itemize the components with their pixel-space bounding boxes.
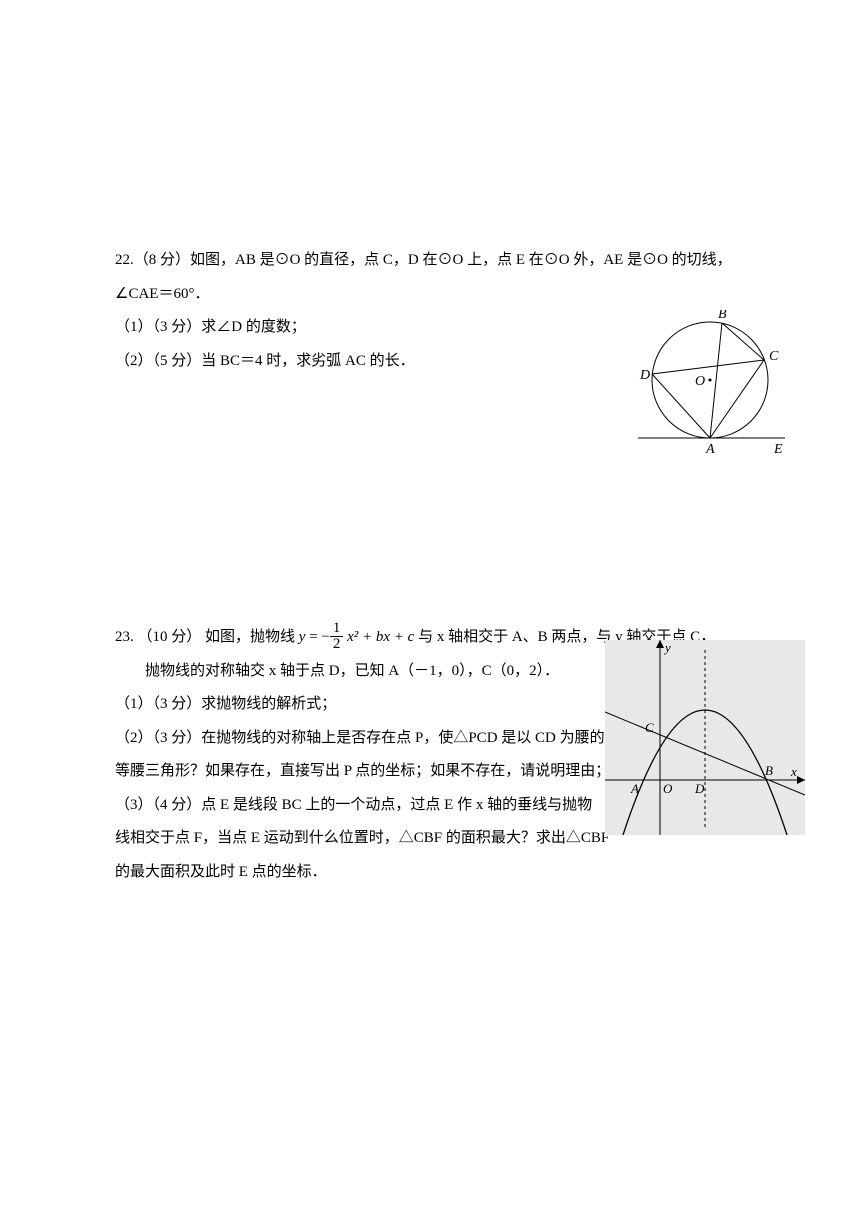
problem-23: 23. （10 分） 如图，抛物线 y = −12 x² + bx + c 与 … bbox=[115, 622, 745, 888]
x-arrow bbox=[797, 776, 805, 784]
label-B: B bbox=[718, 310, 727, 322]
label-D-2: D bbox=[694, 781, 705, 796]
label-O: O bbox=[695, 374, 705, 389]
p23-line1-pre: 23. （10 分） 如图，抛物线 bbox=[115, 629, 299, 645]
label-A: A bbox=[705, 442, 715, 457]
label-x: x bbox=[790, 764, 797, 779]
fraction-num: 1 bbox=[330, 621, 344, 637]
circle-svg: B C D O A E bbox=[630, 310, 800, 460]
label-O-2: O bbox=[663, 781, 673, 796]
formula-rest: x² + bx + c bbox=[343, 629, 414, 645]
problem-22: 22.（8 分）如图，AB 是⊙O 的直径，点 C，D 在⊙O 上，点 E 在⊙… bbox=[115, 245, 745, 377]
fraction: 12 bbox=[330, 621, 344, 652]
p22-line2: ∠CAE＝60°． bbox=[115, 279, 745, 311]
p22-line1: 22.（8 分）如图，AB 是⊙O 的直径，点 C，D 在⊙O 上，点 E 在⊙… bbox=[115, 245, 745, 277]
label-D: D bbox=[639, 368, 650, 383]
label-E: E bbox=[773, 442, 783, 457]
label-B-2: B bbox=[765, 763, 773, 778]
label-y: y bbox=[663, 640, 671, 655]
formula-eq: = bbox=[305, 629, 321, 645]
center-dot bbox=[709, 379, 712, 382]
y-arrow bbox=[656, 640, 664, 648]
line-AB bbox=[710, 323, 722, 438]
formula-neg: − bbox=[321, 629, 329, 645]
label-C: C bbox=[769, 349, 779, 364]
line-DC bbox=[652, 360, 764, 374]
label-C-2: C bbox=[645, 720, 654, 735]
parabola-diagram: y x A O D B C bbox=[605, 640, 805, 835]
fraction-den: 2 bbox=[330, 637, 344, 652]
line-AC bbox=[710, 360, 764, 438]
circle-diagram: B C D O A E bbox=[630, 310, 800, 460]
parabola-svg: y x A O D B C bbox=[605, 640, 805, 835]
line-BC bbox=[722, 323, 764, 360]
p23-part3c: 的最大面积及此时 E 点的坐标． bbox=[115, 857, 745, 889]
label-A-2: A bbox=[630, 781, 639, 796]
